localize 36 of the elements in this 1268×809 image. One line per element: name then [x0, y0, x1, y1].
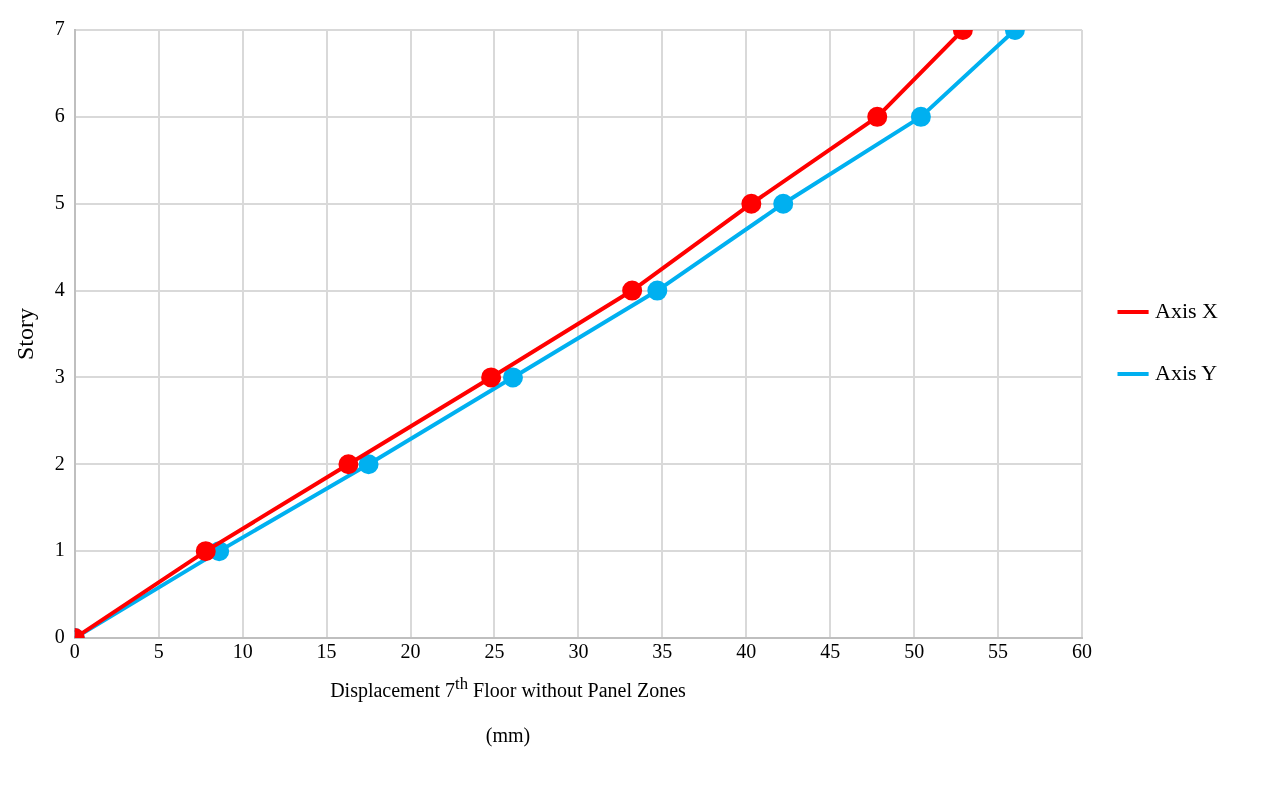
y-tick-label: 5 — [54, 190, 65, 213]
y-tick-label: 1 — [54, 538, 65, 561]
y-tick-label: 3 — [54, 364, 65, 387]
x-tick-label: 50 — [904, 640, 925, 663]
y-tick-label: 0 — [54, 625, 65, 648]
x-tick-label: 60 — [1072, 640, 1093, 663]
point — [622, 280, 643, 301]
point — [502, 367, 523, 388]
point — [481, 367, 502, 388]
point — [741, 193, 762, 214]
x-tick-label: 15 — [316, 640, 337, 663]
x-tick-label: 40 — [736, 640, 757, 663]
legend-label: Axis Y — [1155, 359, 1218, 385]
x-tick-label: 0 — [69, 640, 80, 663]
point — [358, 454, 379, 475]
point — [773, 193, 794, 214]
point — [867, 106, 888, 127]
x-tick-label: 10 — [232, 640, 253, 663]
x-tick-label: 5 — [153, 640, 164, 663]
x-tick-label: 30 — [568, 640, 589, 663]
point — [910, 106, 931, 127]
y-tick-label: 4 — [54, 277, 65, 300]
y-axis-title: Story — [11, 307, 38, 361]
point — [647, 280, 668, 301]
y-tick-label: 6 — [54, 104, 65, 127]
x-axis-title: Displacement 7$^{th}$ Floor without Panel Zones (mm) — [329, 674, 687, 747]
x-tick-label: 45 — [820, 640, 841, 663]
legend-label: Axis X — [1155, 297, 1219, 323]
x-tick-label: 25 — [484, 640, 505, 663]
point — [338, 454, 359, 475]
x-tick-label: 55 — [988, 640, 1009, 663]
point — [195, 541, 216, 562]
x-tick-label: 35 — [652, 640, 673, 663]
y-tick-label: 2 — [54, 451, 65, 474]
y-tick-label: 7 — [54, 17, 65, 40]
x-tick-label: 20 — [400, 640, 421, 663]
